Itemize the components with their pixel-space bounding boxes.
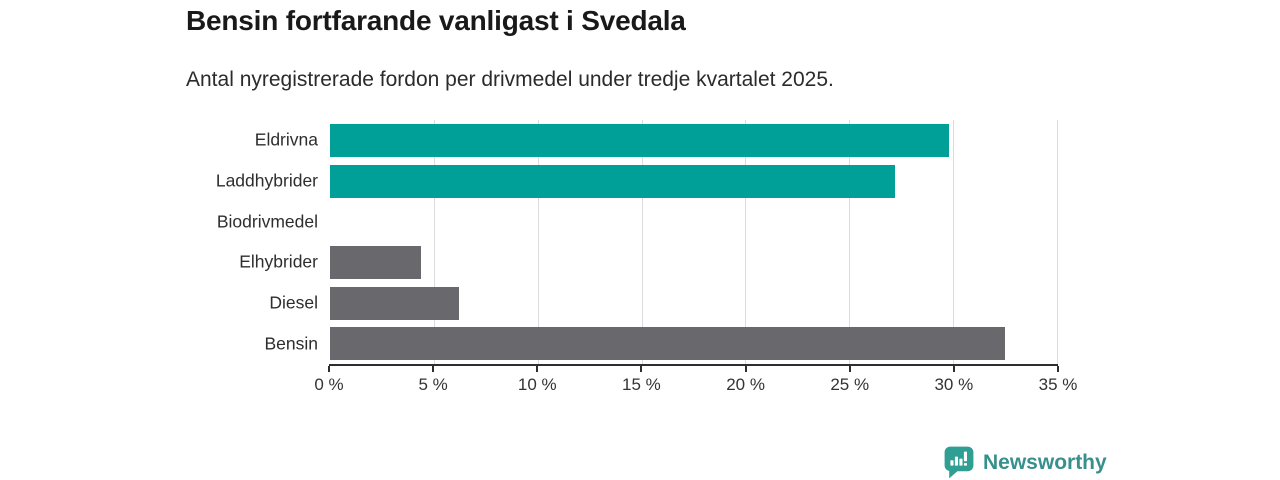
x-axis-tick-label: 35 % [1038,375,1078,394]
gridline [641,120,643,364]
bar-elhybrider [330,245,422,279]
x-axis-tick [432,366,435,372]
category-label: Laddhybrider [215,170,318,191]
gridline [849,120,851,364]
x-axis-tick [952,366,955,372]
x-axis-tick [328,366,330,372]
x-axis-tick [640,366,643,372]
bar-row-bensin: Bensin [264,323,1057,364]
category-label: Diesel [269,292,318,313]
bar-row-eldrivna: Eldrivna [255,120,1057,161]
x-axis-tick-label: 15 % [622,375,661,394]
bar-row-biodrivmedel: Biodrivmedel [217,201,1057,242]
gridline [1057,120,1058,364]
gridline [537,120,539,364]
x-axis-tick-label: 10 % [517,375,557,394]
x-axis-tick-label: 0 % [314,375,344,394]
category-label: Bensin [264,333,318,354]
gridline [745,120,747,364]
newsworthy-brand: Newsworthy [944,446,1107,479]
bar-row-elhybrider: Elhybrider [239,242,1057,283]
bar-rows: Eldrivna Laddhybrider Biodrivmedel Elhyb… [216,120,1057,364]
x-axis-line [329,364,1058,366]
gridline [433,120,435,364]
bar-bensin [330,327,1006,361]
bar-row-diesel: Diesel [269,283,1057,324]
x-axis-tick [848,366,851,372]
x-axis-tick-label: 5 % [418,375,448,394]
gridlines [330,120,1058,364]
category-label: Biodrivmedel [216,211,318,232]
x-axis-tick-label: 25 % [830,375,870,394]
category-label: Elhybrider [239,251,318,272]
bar-row-laddhybrider: Laddhybrider [216,161,1057,202]
newsworthy-logo-icon [944,446,974,479]
chart-subtitle: Antal nyregistrerade fordon per drivmede… [186,68,834,91]
category-label: Eldrivna [254,129,318,150]
x-axis-tick [536,366,539,372]
bar-eldrivna [330,123,949,157]
x-axis: 0 % 5 % 10 % 15 % 20 % 25 % 30 % 35 % [314,364,1077,402]
x-axis-tick-label: 30 % [934,375,974,394]
chart-title: Bensin fortfarande vanligast i Svedala [186,5,686,36]
plot-area: Eldrivna Laddhybrider Biodrivmedel Elhyb… [216,120,1058,364]
newsworthy-wordmark: Newsworthy [983,450,1107,474]
gridline [953,120,955,364]
bar-diesel [330,286,459,320]
x-axis-tick [1057,366,1059,372]
bar-laddhybrider [330,164,895,198]
x-axis-tick-label: 20 % [726,375,765,394]
x-axis-tick [744,366,747,372]
